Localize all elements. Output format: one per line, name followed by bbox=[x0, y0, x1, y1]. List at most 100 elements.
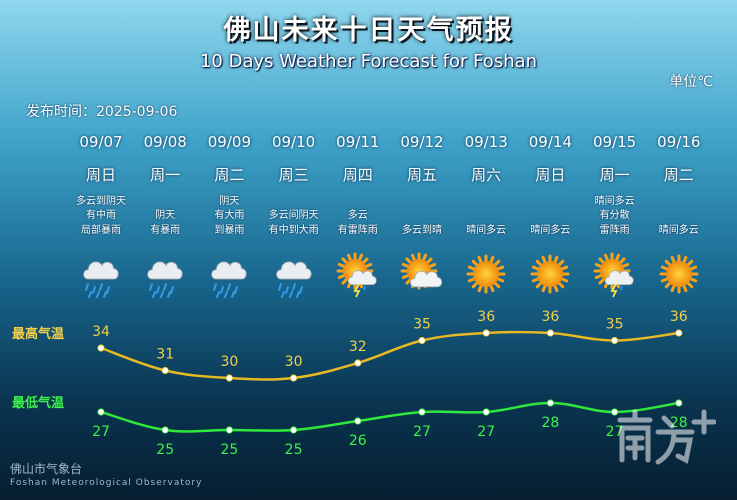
high-temp-line bbox=[100, 330, 679, 381]
high-temp-point bbox=[289, 374, 298, 382]
day-description: 晴间多云有分散雷阵雨 bbox=[580, 194, 650, 238]
low-temp-value: 28 bbox=[541, 415, 559, 431]
day-description: 晴间多云 bbox=[515, 194, 585, 238]
low-temp-value: 25 bbox=[220, 442, 238, 458]
nanfang-plus-logo bbox=[617, 409, 716, 465]
day-weekday: 周日 bbox=[535, 166, 566, 184]
high-temp-point bbox=[418, 336, 426, 345]
day-date: 09/10 bbox=[271, 133, 316, 151]
day-description-line: 晴间多云 bbox=[658, 224, 699, 236]
day-description: 阴天 有暴雨 bbox=[130, 194, 200, 238]
day-weekday: 周四 bbox=[342, 166, 373, 184]
low-temp-value: 27 bbox=[413, 424, 431, 440]
day-weekday: 周六 bbox=[471, 166, 502, 184]
day-description-line: 多云间阴天 bbox=[268, 210, 319, 221]
day-description-line: 晴间多云 bbox=[466, 224, 507, 236]
day-description-line: 到暴雨 bbox=[214, 224, 245, 236]
low-temp-value: 28 bbox=[670, 415, 688, 431]
day-description-line: 多云到阴天 bbox=[76, 195, 126, 207]
day-date: 09/15 bbox=[592, 133, 637, 151]
sun-icon bbox=[644, 252, 714, 298]
day-date: 09/11 bbox=[336, 133, 380, 151]
day-description-line: 雷阵雨 bbox=[599, 224, 630, 236]
high-temp-point bbox=[97, 344, 105, 352]
high-temp-value: 30 bbox=[220, 354, 238, 370]
day-description-line: 多云 bbox=[347, 210, 368, 221]
low-temp-value: 27 bbox=[92, 424, 110, 440]
sun-icon bbox=[515, 252, 585, 298]
day-date: 09/12 bbox=[400, 133, 444, 151]
high-temp-value: 30 bbox=[285, 354, 303, 370]
low-temp-value: 27 bbox=[606, 424, 624, 440]
page-subtitle: 10 Days Weather Forecast for Foshan bbox=[199, 51, 538, 72]
low-temp-point bbox=[610, 408, 619, 416]
day-description-line: 多云到晴 bbox=[402, 224, 442, 236]
low-temp-label: 最低气温 bbox=[12, 396, 65, 411]
high-temp-point bbox=[546, 329, 555, 337]
day-date: 09/09 bbox=[207, 133, 251, 151]
high-temp-value: 31 bbox=[156, 347, 174, 363]
day-date: 09/13 bbox=[464, 133, 508, 151]
publish-time: 发布时间：2025-09-06 bbox=[26, 104, 178, 120]
unit-label: 单位℃ bbox=[669, 74, 713, 90]
day-weekday: 周五 bbox=[406, 166, 437, 184]
day-description-line: 局部暴雨 bbox=[81, 224, 121, 236]
low-temp-value: 25 bbox=[285, 442, 303, 458]
day-weekday: 周一 bbox=[150, 166, 181, 184]
day-description-line: 晴间多云 bbox=[594, 195, 635, 207]
sun-icon bbox=[451, 252, 521, 298]
day-date: 09/08 bbox=[143, 133, 187, 151]
cloud-rain-icon bbox=[130, 252, 200, 298]
day-description: 晴间多云 bbox=[451, 194, 521, 238]
cloud-rain-icon bbox=[66, 252, 136, 298]
day-description-line: 阴天 bbox=[219, 195, 240, 207]
high-temp-point bbox=[610, 336, 619, 345]
day-description: 晴间多云 bbox=[644, 194, 714, 238]
low-temp-line bbox=[100, 401, 679, 433]
high-temp-point bbox=[161, 366, 169, 375]
day-weekday: 周二 bbox=[663, 166, 694, 184]
cloud-rain-icon bbox=[194, 252, 264, 298]
day-description-line: 有中雨 bbox=[86, 210, 116, 221]
day-description-line: 有中到大雨 bbox=[268, 224, 319, 236]
day-description-line: 有大雨 bbox=[214, 210, 245, 221]
page-title: 佛山未来十日天气预报 bbox=[223, 15, 514, 46]
day-date: 09/16 bbox=[657, 133, 701, 151]
day-description-line: 有分散 bbox=[599, 210, 630, 221]
low-temp-point bbox=[675, 399, 683, 407]
day-date: 09/07 bbox=[79, 133, 123, 151]
high-temp-value: 34 bbox=[92, 324, 110, 340]
low-temp-point bbox=[289, 426, 298, 434]
low-temp-point bbox=[546, 399, 555, 407]
sun-thunder-icon bbox=[323, 252, 393, 298]
high-temp-value: 32 bbox=[349, 339, 367, 355]
day-description: 阴天 有大雨 到暴雨 bbox=[194, 194, 264, 238]
low-temp-point bbox=[354, 417, 362, 425]
day-description: 多云到晴 bbox=[387, 194, 457, 238]
high-temp-value: 36 bbox=[477, 309, 495, 325]
cloud-rain-icon bbox=[259, 252, 329, 298]
day-weekday: 周日 bbox=[85, 166, 116, 184]
day-description: 多云间阴天有中到大雨 bbox=[259, 194, 329, 238]
day-weekday: 周二 bbox=[214, 166, 245, 184]
low-temp-point bbox=[418, 408, 426, 416]
day-description: 多云到阴天有中雨局部暴雨 bbox=[66, 194, 136, 238]
high-temp-point bbox=[675, 329, 683, 337]
day-description-line: 有雷阵雨 bbox=[337, 224, 378, 236]
low-temp-point bbox=[225, 426, 233, 434]
low-temp-point bbox=[161, 426, 169, 434]
low-temp-value: 25 bbox=[156, 442, 174, 458]
day-description-line: 有暴雨 bbox=[150, 224, 181, 236]
day-weekday: 周三 bbox=[278, 166, 309, 184]
day-weekday: 周一 bbox=[599, 166, 630, 184]
high-temp-point bbox=[225, 374, 233, 382]
day-description-line: 阴天 bbox=[155, 210, 176, 221]
footer-observatory-en: Foshan Meteorological Observatory bbox=[10, 478, 203, 488]
sun-cloud-icon bbox=[387, 252, 457, 298]
low-temp-value: 27 bbox=[477, 424, 495, 440]
sun-thunder-icon bbox=[580, 252, 650, 298]
high-temp-value: 36 bbox=[670, 309, 688, 325]
low-temp-value: 26 bbox=[349, 433, 367, 449]
high-temp-value: 35 bbox=[606, 317, 624, 333]
high-temp-value: 35 bbox=[413, 317, 431, 333]
